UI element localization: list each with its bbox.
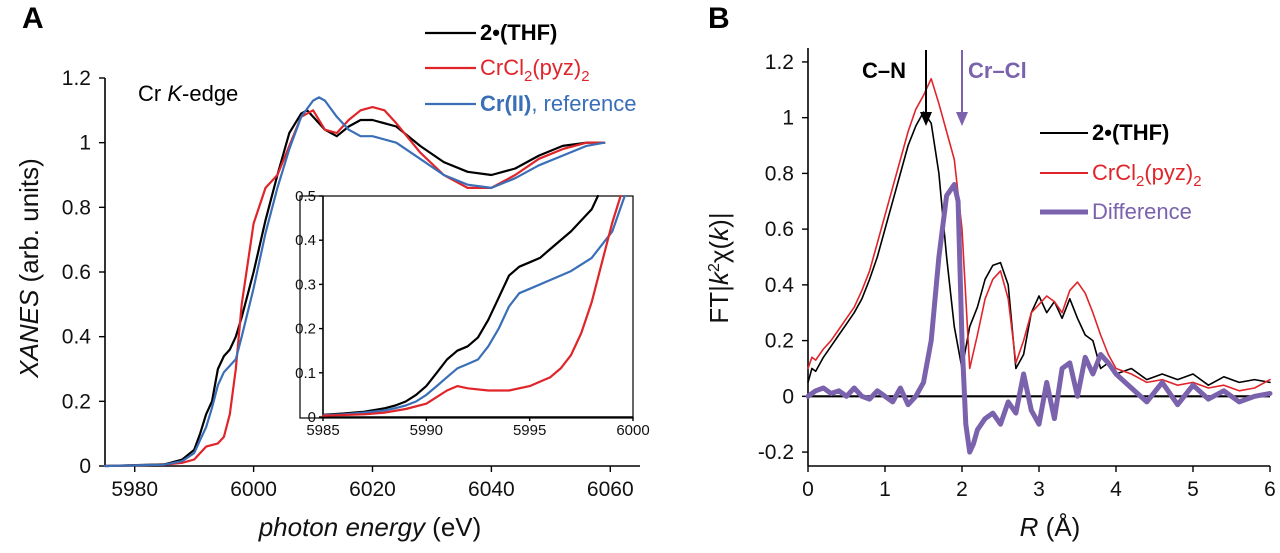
x-tick-label: 6040 [468,478,515,501]
y-tick-label: 0.2 [295,321,316,338]
panel-b-series [805,77,1273,455]
x-tick-label: 5980 [111,478,158,501]
x-tick-label: 6000 [230,478,277,501]
y-tick-label: 0.4 [295,232,316,249]
x-tick-label: 5985 [306,422,339,439]
arrow-cr-cl-head [956,112,968,126]
y-tick-label: 0.1 [295,365,316,382]
panel-a-axes: 5980 6000 6020 6040 6060 0 0.2 0.4 0.6 0.8 1 1.2 [62,67,640,501]
legend-label-crii: Cr(II), reference [480,91,637,116]
legend-label-thf: 2•(THF) [480,20,557,45]
y-tick-label: 0.5 [295,188,316,205]
x-tick-label: 4 [1110,478,1122,501]
panel-b-annotations: C–N Cr–Cl [862,50,1027,126]
x-tick-label: 0 [802,478,814,501]
y-tick-label: 0 [79,455,91,478]
series-line-crcl2-pyz-2 [321,194,622,417]
y-tick-label: 0.6 [62,261,91,284]
inset-series [321,194,626,417]
y-tick-label: 0.6 [765,218,794,241]
y-tick-label: 1.2 [765,51,794,74]
y-tick-label: 0 [308,409,316,426]
y-tick-label: 1 [79,132,91,155]
series-line-cr-ii-reference [103,96,606,468]
y-tick-label: 0.4 [765,274,795,297]
y-tick-label: 1.2 [62,67,91,90]
y-tick-label: 0.8 [62,196,91,219]
legend-label-crcl2pyz: CrCl2(pyz)2 [480,55,590,85]
annotation-cr-cl: Cr–Cl [968,58,1027,83]
panel-a-series [103,96,606,468]
series-line-2-thf- [321,194,600,416]
x-tick-label: 6 [1264,478,1276,501]
x-tick-label: 6060 [587,478,634,501]
series-line-difference [805,182,1273,455]
x-tick-label: 6000 [616,422,649,439]
panel-a-legend: 2•(THF) CrCl2(pyz)2 Cr(II), reference [425,20,637,116]
y-tick-label: 0.3 [295,276,316,293]
x-tick-label: 5995 [513,422,546,439]
y-tick-label: 0.4 [62,326,92,349]
legend-b-label-crcl2pyz: CrCl2(pyz)2 [1092,160,1202,190]
x-tick-label: 5990 [410,422,443,439]
y-tick-label: 1 [782,107,794,130]
y-tick-label: 0.2 [765,330,794,353]
panel-label-b: B [708,2,730,35]
annotation-c-n: C–N [862,58,906,83]
panel-a-xlabel: photon energy (eV) [258,512,482,542]
x-tick-label: 5 [1187,478,1199,501]
series-line-2-thf- [807,111,1271,387]
x-tick-label: 3 [1033,478,1045,501]
panel-b-xlabel: R (Å) [1020,512,1081,542]
legend-b-label-thf: 2•(THF) [1092,120,1169,145]
series-line-crcl2-pyz-2 [807,77,1271,392]
series-line-cr-ii-reference [321,194,626,417]
y-tick-label: 0.2 [62,390,91,413]
panel-b-axes: 0 1 2 3 4 5 6 -0.2 0 0.2 0.4 0.6 0.8 1 1.2 [758,48,1276,501]
panel-a-ylabel: XANES (arb. units) [14,158,44,379]
panel-b-ylabel: FT|k2χ(k)| [704,212,734,323]
x-tick-label: 1 [879,478,891,501]
inset-frame [299,195,634,419]
y-tick-label: -0.2 [758,441,794,464]
panel-a-title: Cr K-edge [138,81,238,106]
y-tick-label: 0 [782,385,794,408]
legend-b-label-difference: Difference [1092,199,1192,224]
arrow-c-n-head [920,112,932,126]
inset-axes: 5985 5990 5995 6000 0 0.1 0.2 0.3 0.4 0.5 [295,188,650,439]
panel-b-legend: 2•(THF) CrCl2(pyz)2 Difference [1040,120,1202,224]
x-tick-label: 2 [956,478,968,501]
y-tick-label: 0.8 [765,162,794,185]
panel-label-a: A [22,2,44,35]
x-tick-label: 6020 [349,478,396,501]
